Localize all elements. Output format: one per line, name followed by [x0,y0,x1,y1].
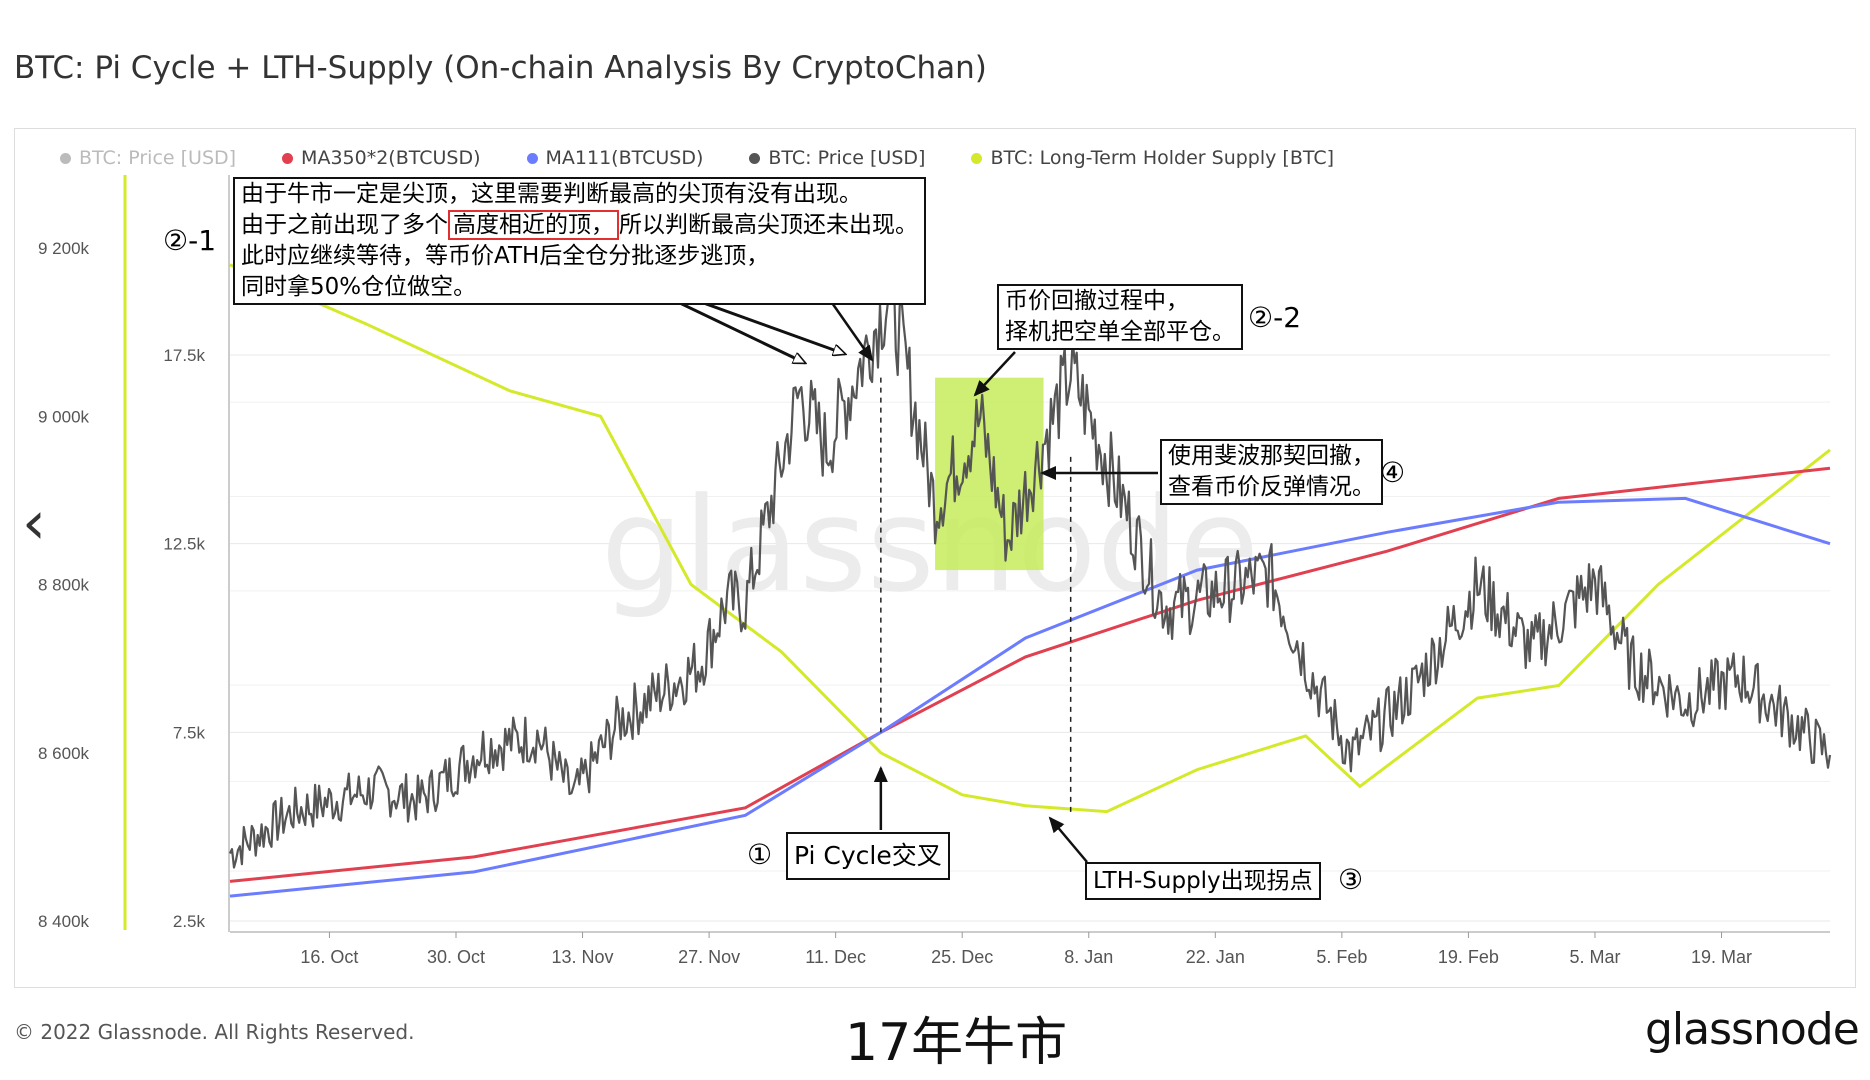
x-tick-label: 22. Jan [1186,947,1245,967]
x-tick-label: 13. Nov [552,947,614,967]
legend-dot-icon [526,152,538,164]
x-tick-label: 30. Oct [427,947,485,967]
legend-item-ma111[interactable]: MA111(BTCUSD) [526,147,704,169]
legend-label: BTC: Price [USD] [768,147,926,169]
x-tick-label: 11. Dec [805,947,866,967]
annotation-main: 由于牛市一定是尖顶，这里需要判断最高的尖顶有没有出现。 由于之前出现了多个 高度相… [233,177,926,305]
legend-dot-icon [60,152,71,164]
chevron-left-icon[interactable]: ‹ [22,488,46,558]
series-btc-price [228,254,1832,869]
annotation-close-tag: ②-2 [1248,301,1302,334]
annotation-close-line: 币价回撤过程中， [1005,288,1189,314]
arrow-to-peak-3 [828,299,874,362]
legend-label: MA350*2(BTCUSD) [301,147,481,169]
y-left-tick-label: 8 400k [38,912,90,931]
annotation-fib-tag: ④ [1380,456,1406,489]
x-tick-label: 5. Mar [1569,947,1620,967]
chart-title: BTC: Pi Cycle + LTH-Supply (On-chain Ana… [14,50,987,86]
x-tick-label: 8. Jan [1064,947,1113,967]
x-tick-label: 5. Feb [1316,947,1367,967]
legend-item-price[interactable]: BTC: Price [USD] [749,147,925,169]
legend: BTC: Price [USD] MA350*2(BTCUSD) MA111(B… [60,147,1334,169]
y-right-tick-label: 17.5k [163,346,205,365]
y-left-tick-label: 8 800k [38,576,90,595]
x-tick-label: 19. Mar [1691,947,1752,967]
legend-item-price-faded[interactable]: BTC: Price [USD] [60,147,236,169]
annotation-main-highlight: 高度相近的顶， [448,210,619,240]
annotation-main-tag: ②-1 [163,224,217,257]
legend-label: BTC: Long-Term Holder Supply [BTC] [990,147,1335,169]
y-left-tick-label: 9 200k [38,239,90,258]
annotation-main-line: 同时拿50%仓位做空。 [241,274,477,300]
annotation-fib-line: 使用斐波那契回撤， [1168,443,1375,469]
x-tick-label: 19. Feb [1438,947,1499,967]
series-lth-supply [229,263,1831,814]
arrow-to-drawdown [973,351,1016,397]
annotation-close-line: 择机把空单全部平仓。 [1005,319,1235,345]
caption: 17年牛市 [845,1013,1068,1073]
y-right-tick-label: 2.5k [173,912,206,931]
legend-label: MA111(BTCUSD) [545,147,704,169]
series-ma350x2 [229,466,1831,883]
series-ma111 [229,496,1831,898]
x-tick-label: 25. Dec [931,947,993,967]
annotation-lth-supply: LTH-Supply出现拐点 [1085,862,1321,900]
y-right-tick-label: 12.5k [163,535,205,554]
annotation-main-pre: 由于之前出现了多个 [241,212,448,238]
y-right-tick-label: 7.5k [173,723,206,742]
annotation-main-line: 此时应继续等待，等币价ATH后全仓分批逐步逃顶， [241,243,770,269]
glassnode-logo: glassnode [1645,1004,1860,1055]
annotation-fib-line: 查看币价反弹情况。 [1168,474,1375,500]
copyright: © 2022 Glassnode. All Rights Reserved. [14,1020,415,1044]
y-left-tick-label: 9 000k [38,407,90,426]
annotation-main-post: 所以判断最高尖顶还未出现。 [619,212,918,238]
annotation-close-short: 币价回撤过程中， 择机把空单全部平仓。 [997,284,1243,350]
legend-item-ma350[interactable]: MA350*2(BTCUSD) [282,147,481,169]
annotation-fibonacci: 使用斐波那契回撤， 查看币价反弹情况。 [1160,439,1383,505]
legend-dot-icon [282,152,294,164]
legend-label: BTC: Price [USD] [79,147,237,169]
annotation-main-line: 由于之前出现了多个 高度相近的顶， 所以判断最高尖顶还未出现。 [241,210,918,241]
arrow-to-lth-turn [1048,816,1088,863]
legend-dot-icon [749,152,761,164]
annotation-lth-tag: ③ [1338,863,1364,896]
legend-dot-icon [971,152,983,164]
y-left-tick-label: 8 600k [38,744,90,763]
legend-item-lth-supply[interactable]: BTC: Long-Term Holder Supply [BTC] [971,147,1334,169]
x-tick-label: 16. Oct [300,947,358,967]
annotation-pi-cycle: Pi Cycle交叉 [786,832,950,880]
x-tick-label: 27. Nov [678,947,740,967]
annotation-main-line: 由于牛市一定是尖顶，这里需要判断最高的尖顶有没有出现。 [241,181,862,207]
annotation-pi-tag: ① [747,838,773,871]
